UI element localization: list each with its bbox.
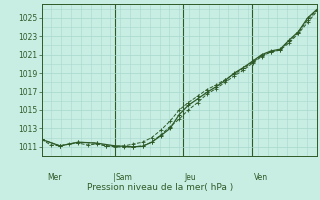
Text: Mer: Mer bbox=[47, 173, 62, 182]
Text: Jeu: Jeu bbox=[185, 173, 196, 182]
Text: Sam: Sam bbox=[116, 173, 133, 182]
Text: Ven: Ven bbox=[253, 173, 268, 182]
Text: |: | bbox=[113, 173, 116, 182]
Text: Pression niveau de la mer( hPa ): Pression niveau de la mer( hPa ) bbox=[87, 183, 233, 192]
